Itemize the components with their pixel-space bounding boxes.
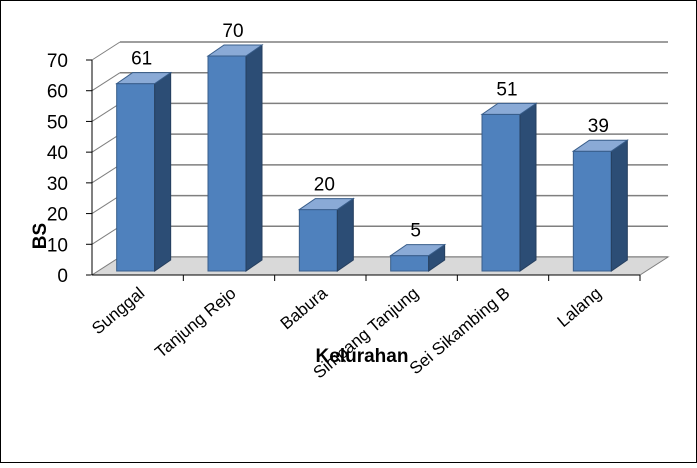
gridline-diagonal <box>91 41 121 61</box>
gridline-diagonal <box>91 164 121 184</box>
gridline-diagonal <box>91 103 121 122</box>
bar-top <box>480 102 538 115</box>
bar-side <box>245 44 263 272</box>
x-axis-title: Kelurahan <box>316 346 409 367</box>
y-tick-label: 10 <box>47 235 68 256</box>
data-label: 20 <box>314 175 335 196</box>
bar <box>206 44 264 272</box>
y-tick-label: 20 <box>47 205 68 226</box>
data-label: 61 <box>131 49 152 70</box>
bar-front <box>481 113 521 272</box>
data-labels: 61 70 20 5 51 39 <box>131 21 609 242</box>
bar <box>480 102 538 272</box>
bars-layer <box>115 44 629 272</box>
y-tick-label: 60 <box>47 82 68 103</box>
data-label: 70 <box>222 21 243 42</box>
gridline-diagonal <box>91 72 121 92</box>
bar-side <box>336 197 354 272</box>
y-tick-label: 50 <box>47 112 68 133</box>
y-tick-label: 40 <box>47 143 68 164</box>
y-axis-title: BS <box>30 223 51 249</box>
data-label: 51 <box>496 79 517 100</box>
bar-front <box>298 209 338 272</box>
bar-side <box>519 102 537 272</box>
bar-top <box>297 198 355 211</box>
bar <box>389 243 447 272</box>
data-label: 39 <box>588 116 609 137</box>
bar <box>115 71 173 272</box>
bar <box>571 139 629 272</box>
y-tick-label: 30 <box>47 174 68 195</box>
bar-side <box>154 71 172 272</box>
bar-top <box>115 72 173 85</box>
y-tick-label: 70 <box>47 51 68 72</box>
gridline-diagonal <box>91 225 121 245</box>
gridline-diagonal <box>91 195 121 214</box>
data-label: 5 <box>410 221 421 242</box>
bar-top <box>389 244 447 257</box>
bar-front <box>572 150 612 272</box>
bar <box>297 197 355 272</box>
y-tick-labels: 0 10 20 30 40 50 60 70 <box>47 51 68 287</box>
bar-front <box>207 55 247 272</box>
bar-side <box>610 139 628 272</box>
bar-top <box>571 139 629 152</box>
bar-front <box>390 255 430 272</box>
bar-top <box>206 44 264 57</box>
bar-front <box>116 83 156 272</box>
y-tick-label: 0 <box>57 266 68 287</box>
gridline-diagonal <box>91 133 121 153</box>
